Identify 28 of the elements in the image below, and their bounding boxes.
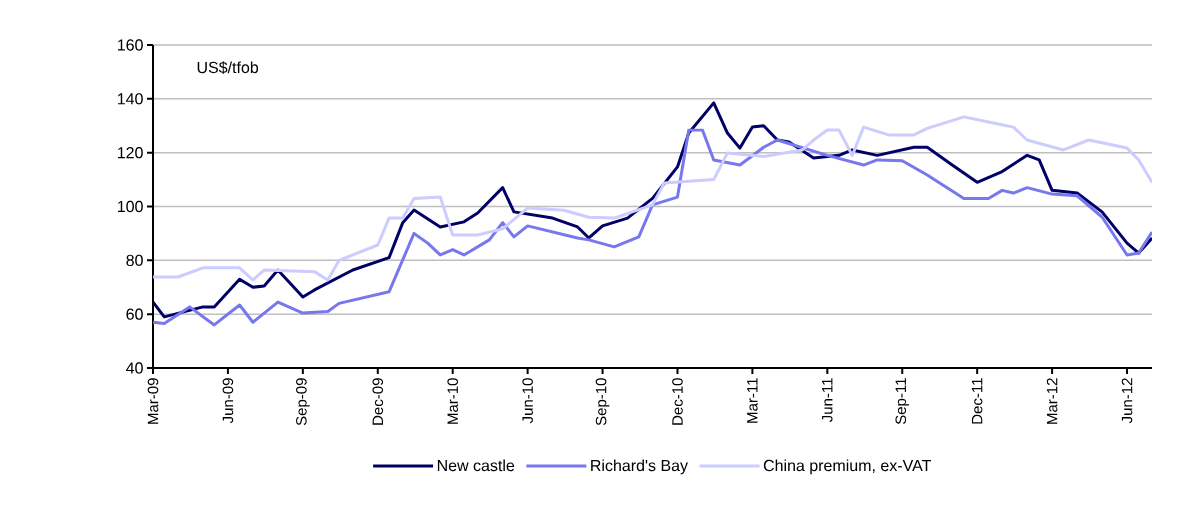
y-axis-title: US$/tfob [197,61,259,75]
y-tick-label: 100 [117,200,143,213]
legend-label: New castle [437,459,515,472]
y-tick-label: 120 [117,147,143,159]
x-tick-label: Jun-11 [822,378,833,423]
x-tick-label: Sep-09 [296,378,310,426]
line-series [153,115,1153,282]
x-tick-label: Mar-12 [1046,378,1058,424]
x-tick-label: Sep-11 [895,378,910,425]
line-series [153,101,1153,319]
x-tick-label: Mar-11 [747,378,758,423]
y-tick-label: 40 [126,362,143,374]
x-tick-label: Sep-10 [595,378,610,426]
x-tick-label: Jun-12 [1121,378,1133,424]
x-tick-label: Dec-10 [672,378,683,425]
legend-label: China premium, ex-VAT [763,459,932,475]
x-tick-label: Jun-10 [522,378,533,424]
x-tick-label: Mar-10 [447,378,459,424]
legend-label: Richard's Bay [591,459,688,475]
x-tick-label: Mar-09 [147,378,159,424]
x-tick-label: Dec-09 [372,378,384,425]
line-series [153,128,1153,327]
y-tick-label: 140 [117,93,143,105]
x-tick-label: Dec-11 [971,378,983,424]
y-tick-label: 80 [126,254,143,266]
y-tick-label: 60 [126,308,143,320]
y-tick-label: 160 [117,39,143,51]
x-tick-label: Jun-09 [222,378,234,424]
